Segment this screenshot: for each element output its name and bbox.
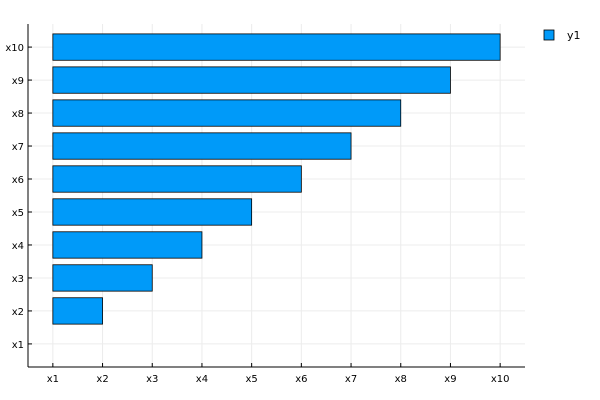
y-axis-ticks: x1 x2 x3 x4 x5 x6 x7 x8 x9 x10 — [5, 43, 32, 351]
y-tick-label-x5: x5 — [12, 208, 24, 219]
x-tick-label-x7: x7 — [345, 374, 357, 385]
bar-x9 — [52, 66, 451, 94]
legend-label-y1: y1 — [567, 29, 581, 42]
bar-x10 — [52, 33, 501, 61]
y-tick-label-x8: x8 — [12, 109, 24, 120]
x-tick-label-x2: x2 — [96, 374, 108, 385]
y-tick-label-x6: x6 — [12, 175, 24, 186]
y-tick-label-x4: x4 — [12, 241, 24, 252]
y-tick-label-x2: x2 — [12, 307, 24, 318]
x-axis-ticks: x1 x2 x3 x4 x5 x6 x7 x8 x9 x10 — [47, 363, 510, 385]
x-tick-label-x6: x6 — [295, 374, 307, 385]
bars — [52, 33, 501, 325]
y-tick-label-x10: x10 — [5, 43, 24, 54]
bar-x3 — [52, 264, 153, 292]
y-tick-label-x1: x1 — [12, 340, 24, 351]
legend-box — [532, 18, 588, 52]
bar-x2 — [52, 297, 103, 325]
bar-x7 — [52, 132, 352, 160]
x-tick-label-x1: x1 — [47, 374, 59, 385]
x-tick-label-x10: x10 — [491, 374, 510, 385]
y-tick-label-x9: x9 — [12, 76, 24, 87]
y-tick-label-x7: x7 — [12, 142, 24, 153]
legend: y1 — [532, 18, 588, 52]
legend-swatch — [543, 29, 555, 41]
bar-x8 — [52, 99, 402, 127]
x-tick-label-x4: x4 — [196, 374, 208, 385]
bar-x5 — [52, 198, 253, 226]
bar-x4 — [52, 231, 203, 259]
x-tick-label-x9: x9 — [444, 374, 456, 385]
x-tick-label-x5: x5 — [246, 374, 258, 385]
x-tick-label-x8: x8 — [395, 374, 407, 385]
bar-x6 — [52, 165, 302, 193]
axes — [27, 24, 525, 368]
y-tick-label-x3: x3 — [12, 274, 24, 285]
x-tick-label-x3: x3 — [146, 374, 158, 385]
